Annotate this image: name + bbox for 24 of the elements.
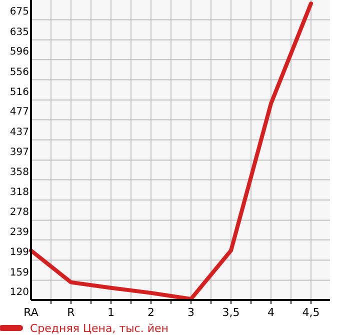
y-tick-label: 596 bbox=[10, 46, 29, 58]
y-tick-label: 516 bbox=[10, 87, 29, 98]
x-tick-label: R bbox=[67, 306, 76, 319]
y-tick-label: 477 bbox=[10, 106, 29, 118]
legend-label: Средняя Цена, тыс. йен bbox=[30, 322, 168, 335]
y-tick-label: 635 bbox=[10, 26, 29, 38]
y-tick-label: 159 bbox=[10, 267, 29, 278]
x-tick-label: 3 bbox=[188, 306, 194, 319]
y-tick-label: 120 bbox=[10, 287, 29, 298]
y-tick-label: 358 bbox=[10, 166, 29, 178]
y-tick-label: 278 bbox=[10, 207, 29, 218]
y-tick-label: 675 bbox=[10, 6, 29, 18]
x-tick-label: 1 bbox=[108, 306, 114, 319]
y-tick-label: 437 bbox=[10, 126, 29, 138]
x-tick-label: 4,5 bbox=[302, 306, 320, 319]
x-tick-label: 2 bbox=[148, 306, 154, 319]
y-tick-label: 318 bbox=[10, 187, 29, 198]
y-tick-label: 556 bbox=[10, 66, 29, 78]
x-tick-label: 3,5 bbox=[222, 306, 240, 319]
x-tick-label: RA bbox=[24, 306, 39, 319]
y-tick-label: 239 bbox=[10, 226, 29, 238]
y-tick-label: 199 bbox=[10, 247, 29, 258]
x-tick-label: 4 bbox=[268, 306, 274, 319]
y-tick-label: 397 bbox=[10, 147, 29, 158]
